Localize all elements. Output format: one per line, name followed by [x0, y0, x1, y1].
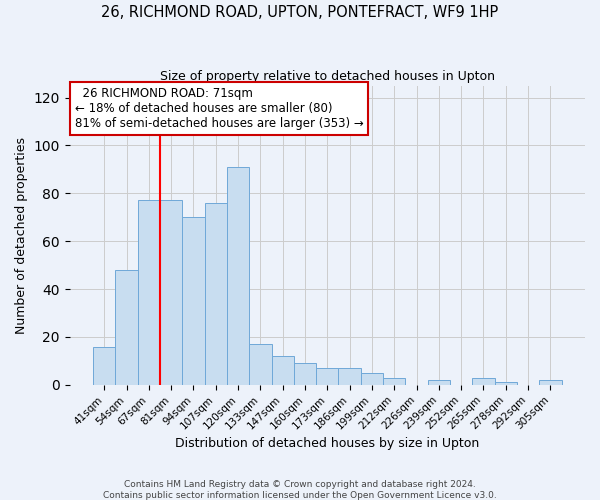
Bar	[494, 382, 517, 385]
Bar	[338, 368, 361, 385]
Text: Contains HM Land Registry data © Crown copyright and database right 2024.
Contai: Contains HM Land Registry data © Crown c…	[103, 480, 497, 500]
Bar	[428, 380, 450, 385]
Bar	[272, 356, 294, 385]
Bar	[294, 364, 316, 385]
Bar	[539, 380, 562, 385]
Bar	[383, 378, 406, 385]
Bar	[316, 368, 338, 385]
Bar	[249, 344, 272, 385]
Bar	[160, 200, 182, 385]
Bar	[472, 378, 494, 385]
X-axis label: Distribution of detached houses by size in Upton: Distribution of detached houses by size …	[175, 437, 479, 450]
Text: 26 RICHMOND ROAD: 71sqm
← 18% of detached houses are smaller (80)
81% of semi-de: 26 RICHMOND ROAD: 71sqm ← 18% of detache…	[75, 87, 364, 130]
Bar	[361, 373, 383, 385]
Bar	[93, 346, 115, 385]
Bar	[205, 203, 227, 385]
Bar	[182, 218, 205, 385]
Bar	[227, 167, 249, 385]
Title: Size of property relative to detached houses in Upton: Size of property relative to detached ho…	[160, 70, 495, 83]
Bar	[115, 270, 137, 385]
Y-axis label: Number of detached properties: Number of detached properties	[15, 136, 28, 334]
Bar	[137, 200, 160, 385]
Text: 26, RICHMOND ROAD, UPTON, PONTEFRACT, WF9 1HP: 26, RICHMOND ROAD, UPTON, PONTEFRACT, WF…	[101, 5, 499, 20]
